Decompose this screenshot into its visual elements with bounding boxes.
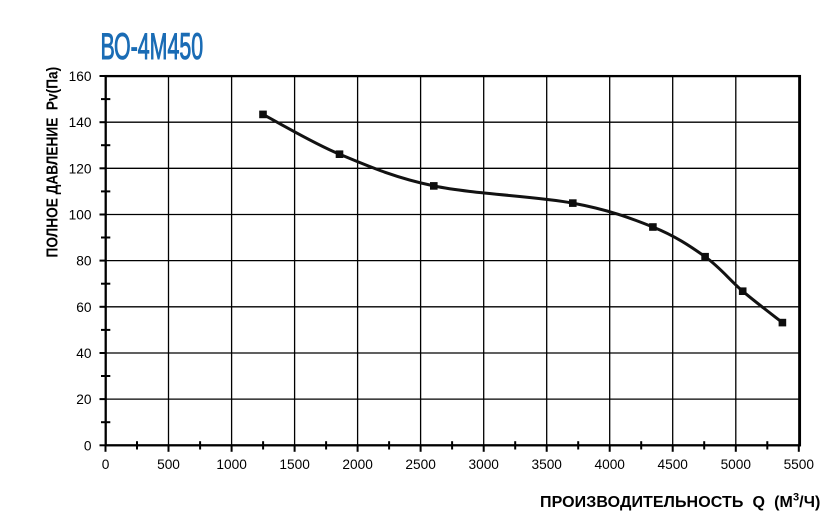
svg-text:0: 0 <box>84 438 92 453</box>
svg-text:1000: 1000 <box>216 457 247 472</box>
svg-text:ПРОИЗВОДИТЕЛЬНОСТЬ Q (М3/Ч): ПРОИЗВОДИТЕЛЬНОСТЬ Q (М3/Ч) <box>540 492 820 512</box>
svg-text:5000: 5000 <box>721 457 752 472</box>
svg-text:4500: 4500 <box>657 457 688 472</box>
svg-text:100: 100 <box>69 208 92 223</box>
svg-text:140: 140 <box>69 115 92 130</box>
svg-text:2000: 2000 <box>342 457 373 472</box>
svg-text:3000: 3000 <box>468 457 499 472</box>
svg-text:ПОЛНОЕ ДАВЛЕНИЕ Pv(Па): ПОЛНОЕ ДАВЛЕНИЕ Pv(Па) <box>45 67 62 258</box>
svg-text:4000: 4000 <box>594 457 625 472</box>
svg-text:500: 500 <box>157 457 180 472</box>
svg-text:160: 160 <box>69 69 92 84</box>
svg-text:60: 60 <box>76 300 92 315</box>
svg-text:5500: 5500 <box>784 457 815 472</box>
svg-text:20: 20 <box>76 392 92 407</box>
svg-text:40: 40 <box>76 346 92 361</box>
svg-text:80: 80 <box>76 254 92 269</box>
svg-text:3500: 3500 <box>531 457 562 472</box>
svg-text:120: 120 <box>69 161 92 176</box>
svg-text:0: 0 <box>102 457 110 472</box>
svg-text:2500: 2500 <box>405 457 436 472</box>
svg-text:ВО-4М450: ВО-4М450 <box>101 26 204 68</box>
svg-text:1500: 1500 <box>279 457 310 472</box>
